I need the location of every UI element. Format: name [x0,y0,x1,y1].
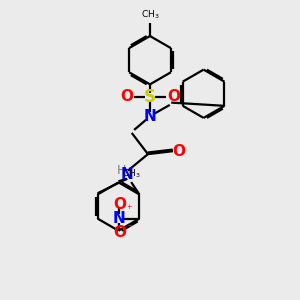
Text: $^-$: $^-$ [125,223,134,233]
Text: $^+$: $^+$ [125,205,134,214]
Text: O: O [167,89,180,104]
Text: CH$_3$: CH$_3$ [122,167,140,180]
Text: O: O [172,144,185,159]
Text: O: O [113,225,126,240]
Text: N: N [121,167,134,182]
Text: H: H [117,164,126,177]
Text: CH$_3$: CH$_3$ [141,8,159,21]
Text: O: O [113,197,126,212]
Text: N: N [113,211,126,226]
Text: N: N [144,109,156,124]
Text: S: S [144,88,156,106]
Text: O: O [120,89,133,104]
